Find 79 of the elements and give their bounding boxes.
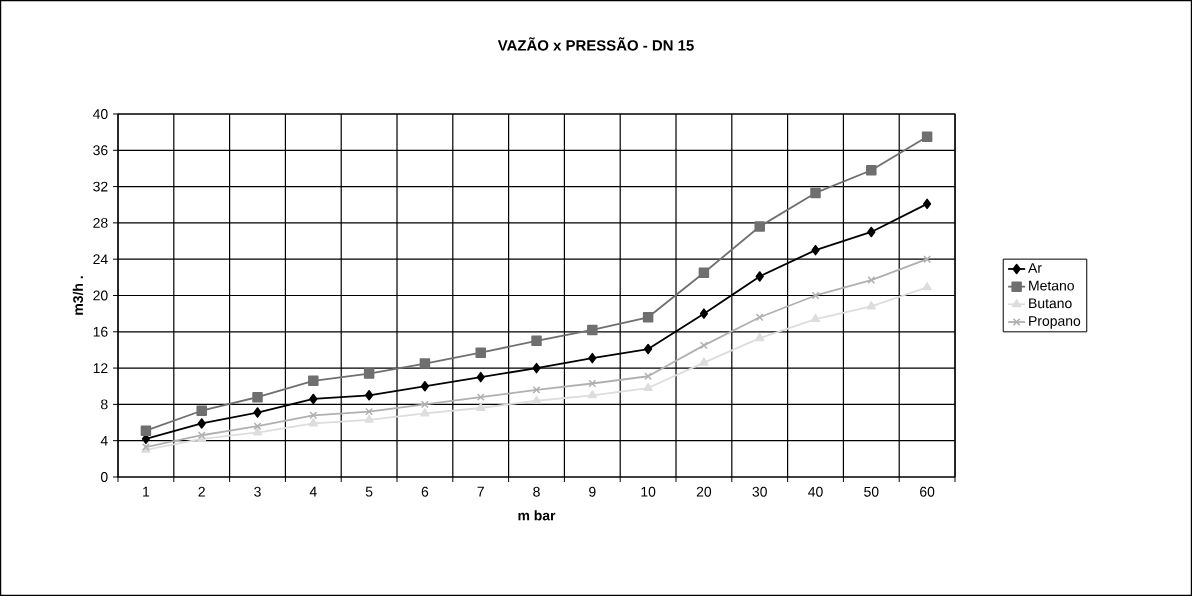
x-tick-label: 8 <box>533 486 540 497</box>
x-tick-label: 3 <box>254 486 261 497</box>
point <box>922 198 932 210</box>
x-tick-label: 6 <box>421 486 429 497</box>
x-tick-label: 50 <box>864 486 879 497</box>
point <box>252 391 263 403</box>
point <box>531 395 542 404</box>
point <box>420 408 430 417</box>
y-tick-label: 8 <box>101 399 108 410</box>
point <box>643 343 653 355</box>
x-tick-label: 10 <box>641 486 656 497</box>
y-tick-label: 32 <box>93 181 108 192</box>
x-tick-label: 9 <box>589 486 596 497</box>
point <box>755 271 764 282</box>
y-axis-title: m3/h . <box>72 276 84 315</box>
point <box>587 390 597 399</box>
y-tick-label: 36 <box>93 145 108 156</box>
y-tick-label: 20 <box>93 290 108 301</box>
point <box>921 131 933 142</box>
x-tick-label: 7 <box>477 486 484 497</box>
point <box>810 187 821 199</box>
point <box>811 291 820 300</box>
point <box>252 427 263 436</box>
point <box>196 405 207 416</box>
point <box>140 425 152 436</box>
legend-label: Butano <box>1029 298 1072 309</box>
point <box>476 402 486 412</box>
point <box>643 382 653 392</box>
y-tick-label: 16 <box>93 326 108 337</box>
x-tick-label: 1 <box>143 486 150 497</box>
point <box>699 308 709 319</box>
point <box>531 335 542 347</box>
y-tick-label: 4 <box>100 435 108 446</box>
y-tick-label: 0 <box>100 472 108 482</box>
chart-title: VAZÃO x PRESSÃO - DN 15 <box>497 37 694 51</box>
point <box>754 221 765 232</box>
point <box>699 357 709 366</box>
point <box>308 375 319 387</box>
point <box>253 407 262 418</box>
point <box>308 418 318 427</box>
point <box>867 226 876 238</box>
y-tick-label: 28 <box>93 217 108 228</box>
point <box>642 312 654 323</box>
y-tick-label: 40 <box>92 109 108 119</box>
x-tick-label: 5 <box>365 486 373 497</box>
point <box>810 313 821 323</box>
point <box>755 332 765 342</box>
point <box>419 358 431 369</box>
x-tick-label: 20 <box>696 486 712 497</box>
x-tick-label: 30 <box>752 486 767 497</box>
point <box>420 380 430 392</box>
point <box>866 165 877 176</box>
legend-label: Propano <box>1029 316 1081 329</box>
point <box>309 411 318 420</box>
legend-label: Ar <box>1028 263 1042 273</box>
point <box>587 324 598 336</box>
x-tick-label: 60 <box>920 486 935 497</box>
point <box>588 352 597 364</box>
x-tick-label: 40 <box>808 486 823 497</box>
x-axis-title: m bar <box>518 510 556 521</box>
point <box>197 418 206 429</box>
point <box>698 267 710 279</box>
point <box>475 347 486 358</box>
point <box>309 393 318 405</box>
point <box>476 371 485 383</box>
legend-label: Metano <box>1029 280 1074 291</box>
point <box>364 390 374 401</box>
x-tick-label: 2 <box>198 486 205 497</box>
point <box>811 244 820 256</box>
point <box>364 414 374 423</box>
point <box>476 393 485 402</box>
y-tick-label: 24 <box>93 254 108 265</box>
point <box>922 282 932 291</box>
point <box>755 313 764 322</box>
point <box>363 368 375 379</box>
point <box>532 362 541 374</box>
y-tick-label: 12 <box>93 363 108 373</box>
x-tick-label: 4 <box>309 486 317 497</box>
point <box>866 301 876 310</box>
